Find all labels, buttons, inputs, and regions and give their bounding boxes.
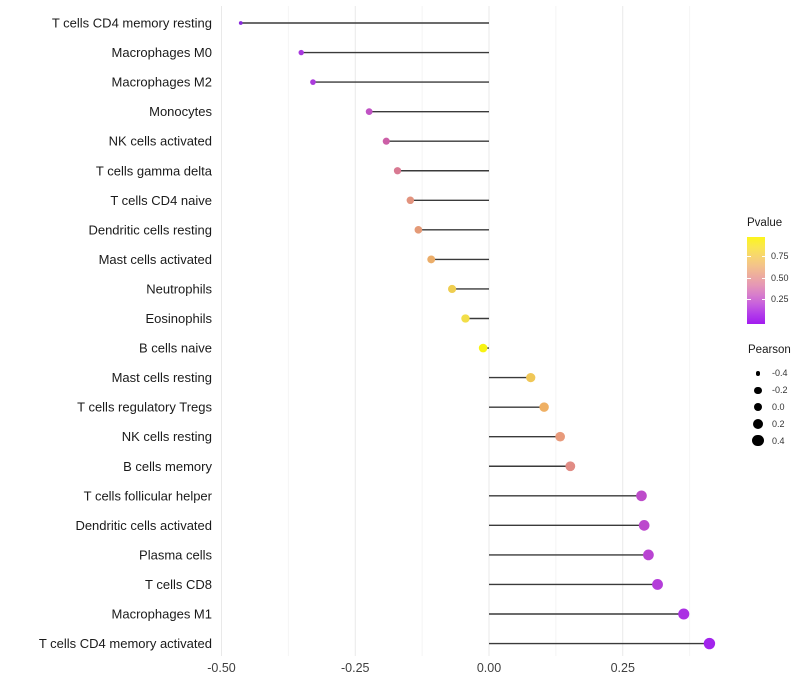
data-point — [565, 461, 576, 472]
data-point — [461, 314, 470, 323]
pvalue-tick-label: 0.50 — [771, 272, 789, 283]
pearson-size-dot — [752, 434, 764, 447]
data-point — [526, 372, 536, 383]
y-axis-category-label: B cells naive — [139, 341, 212, 356]
data-point — [448, 284, 457, 294]
pearson-size-dot — [752, 418, 764, 429]
pvalue-colorbar — [747, 237, 765, 324]
pearson-legend-entry: 0.2 — [748, 415, 800, 432]
y-axis-category-label: Mast cells activated — [99, 252, 212, 267]
y-axis-category-label: Plasma cells — [139, 547, 212, 562]
x-tick-label: 0.25 — [611, 661, 635, 675]
data-point — [406, 196, 415, 205]
pearson-entry-label: -0.4 — [772, 368, 788, 379]
pearson-legend-entry: -0.2 — [748, 382, 800, 399]
x-tick-label: 0.00 — [477, 661, 501, 675]
data-point — [298, 49, 304, 56]
y-axis-category-label: Macrophages M0 — [112, 45, 212, 60]
pvalue-legend: Pvalue 0.75 0.50 0.25 — [747, 217, 799, 324]
y-axis-category-label: Dendritic cells activated — [75, 518, 212, 533]
pvalue-tick-label: 0.75 — [771, 251, 789, 262]
colorbar-tick-mark — [761, 277, 765, 279]
pvalue-legend-title: Pvalue — [747, 217, 783, 229]
data-point — [636, 490, 647, 502]
y-axis-category-label: T cells CD8 — [145, 577, 212, 592]
y-axis-category-label: Monocytes — [149, 104, 212, 119]
y-axis-category-label: T cells CD4 naive — [110, 193, 212, 208]
data-point — [678, 608, 690, 620]
y-axis-category-label: NK cells activated — [109, 134, 212, 149]
y-axis-category-label: Eosinophils — [146, 311, 213, 326]
pvalue-colorbar-wrap: 0.75 0.50 0.25 — [747, 237, 789, 324]
data-point — [365, 108, 373, 116]
y-axis-category-label: Macrophages M2 — [112, 75, 212, 90]
data-point — [638, 520, 650, 531]
y-axis-category-label: T cells CD4 memory resting — [52, 16, 212, 31]
data-point — [238, 21, 243, 25]
x-tick-label: -0.25 — [341, 661, 370, 675]
pearson-legend-entry: -0.4 — [748, 365, 800, 382]
data-point — [555, 431, 565, 442]
data-point — [427, 255, 436, 264]
colorbar-tick-mark — [747, 299, 751, 301]
data-point — [414, 226, 423, 234]
data-point — [703, 637, 716, 650]
y-axis-category-label: T cells gamma delta — [96, 163, 213, 178]
y-axis-category-label: T cells CD4 memory activated — [39, 636, 212, 651]
pearson-size-dot — [753, 402, 763, 412]
pearson-entry-label: -0.2 — [772, 385, 788, 396]
data-point — [310, 79, 316, 85]
data-point — [393, 167, 402, 175]
pearson-entry-label: 0.0 — [772, 401, 785, 412]
pearson-legend: Pearson -0.4 -0.2 0.0 0.2 0.4 — [748, 344, 800, 449]
y-axis-category-label: Mast cells resting — [112, 370, 212, 385]
data-point — [478, 343, 488, 353]
y-axis-category-label: T cells follicular helper — [84, 488, 213, 503]
pearson-entry-label: 0.4 — [772, 435, 785, 446]
data-point — [643, 549, 654, 561]
pearson-legend-title: Pearson — [748, 344, 791, 356]
pearson-legend-entry: 0.4 — [748, 432, 800, 449]
pearson-legend-entry: 0.0 — [748, 399, 800, 416]
y-axis-category-label: Dendritic cells resting — [88, 222, 212, 237]
y-axis-category-label: T cells regulatory Tregs — [77, 400, 212, 415]
y-axis-category-label: Macrophages M1 — [112, 607, 212, 622]
data-point — [539, 402, 549, 412]
pvalue-tick-label: 0.25 — [771, 294, 789, 305]
colorbar-tick-mark — [747, 256, 751, 258]
colorbar-tick-mark — [761, 299, 765, 301]
y-axis-category-label: NK cells resting — [122, 429, 212, 444]
data-point — [652, 579, 663, 590]
x-tick-label: -0.50 — [207, 661, 236, 675]
y-axis-category-label: B cells memory — [123, 459, 212, 474]
colorbar-tick-mark — [761, 256, 765, 258]
pearson-size-dot — [755, 371, 761, 376]
pearson-entry-label: 0.2 — [772, 418, 785, 429]
colorbar-tick-mark — [747, 277, 751, 279]
y-axis-category-label: Neutrophils — [146, 281, 212, 296]
data-point — [382, 137, 390, 145]
pearson-size-dot — [754, 386, 762, 394]
